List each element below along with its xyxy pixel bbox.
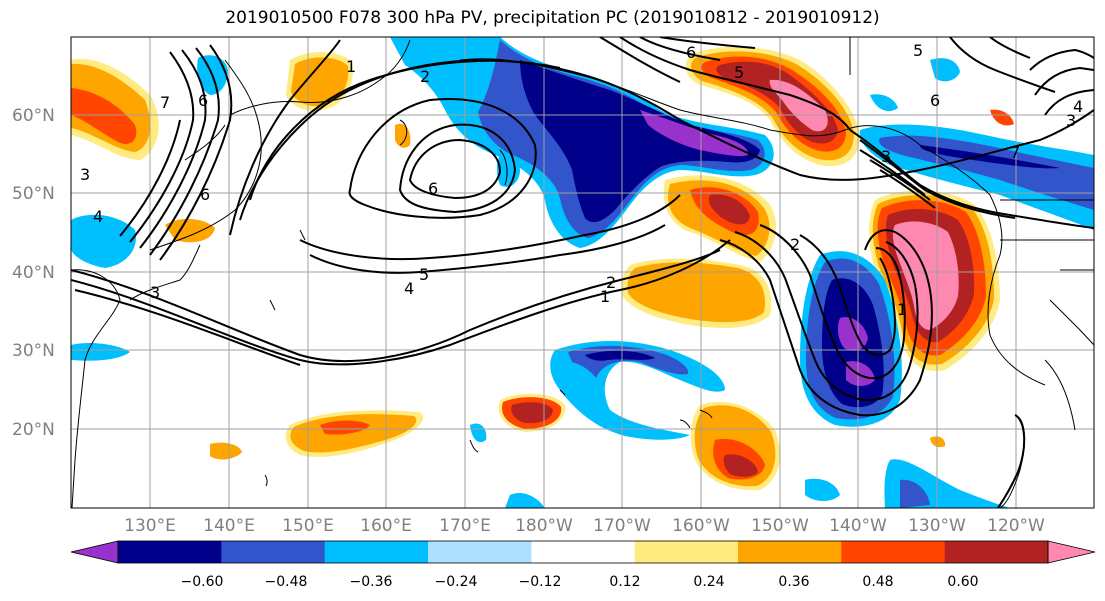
contour-label: 6 xyxy=(686,43,696,62)
colorbar-segment xyxy=(221,541,326,563)
contour-label: 1 xyxy=(346,57,356,76)
colorbar-tick-label: −0.60 xyxy=(181,574,224,590)
lon-label: 130°W xyxy=(908,516,966,536)
colorbar-frame xyxy=(117,540,1049,564)
latitude-labels: 60°N 50°N 40°N 30°N 20°N xyxy=(12,106,55,440)
contour-label: 2 xyxy=(606,273,616,292)
lon-label: 150°W xyxy=(751,516,809,536)
contour-label: 5 xyxy=(734,63,744,82)
lon-label: 140°W xyxy=(829,516,887,536)
contour-label: 6 xyxy=(930,91,940,110)
colorbar-segment xyxy=(531,541,636,563)
contour-label: 4 xyxy=(404,279,414,298)
pv-contours xyxy=(71,37,1094,508)
negative-shading xyxy=(71,37,1094,508)
contour-label: 7 xyxy=(1010,143,1020,162)
contour-label: 6 xyxy=(198,91,208,110)
colorbar-tick-label: 0.48 xyxy=(862,574,893,590)
colorbar-tick-label: 0.60 xyxy=(947,574,978,590)
lat-label: 30°N xyxy=(12,341,55,361)
lon-label: 130°E xyxy=(124,516,176,536)
lon-label: 120°W xyxy=(987,516,1045,536)
contour-label: 3 xyxy=(881,147,891,166)
contour-label: 1 xyxy=(897,300,907,319)
colorbar-tick-label: −0.36 xyxy=(350,574,393,590)
contour-label: 6 xyxy=(200,185,210,204)
contour-label: 5 xyxy=(913,41,923,60)
colorbar-segment xyxy=(428,541,532,563)
contour-label: 3 xyxy=(1066,111,1076,130)
colorbar-arrow-low xyxy=(70,540,119,564)
colorbar-tick-labels: −0.60 −0.48 −0.36 −0.24 −0.12 0.12 0.24 … xyxy=(181,574,979,590)
contour-label: 3 xyxy=(80,165,90,184)
colorbar-tick-label: 0.12 xyxy=(609,574,640,590)
lon-label: 180°W xyxy=(515,516,573,536)
lon-label: 170°E xyxy=(439,516,491,536)
contour-label: 7 xyxy=(160,93,170,112)
contour-label: 2 xyxy=(420,67,430,86)
colorbar-segment xyxy=(944,541,1049,563)
contour-label: 5 xyxy=(419,265,429,284)
contour-label: 6 xyxy=(428,179,438,198)
colorbar-segment xyxy=(841,541,946,563)
colorbar-segment xyxy=(634,541,739,563)
contour-label-group: 1 2 6 7 6 5 4 3 1 2 6 3 5 5 4 3 6 7 4 3 … xyxy=(80,41,1083,319)
contour-label: 3 xyxy=(150,283,160,302)
map-panel: 1 2 6 7 6 5 4 3 1 2 6 3 5 5 4 3 6 7 4 3 … xyxy=(71,37,1094,508)
colorbar xyxy=(70,540,1096,564)
contour-label: 1 xyxy=(600,287,610,306)
colorbar-arrow-high xyxy=(1047,540,1096,564)
contour-label: 4 xyxy=(1073,97,1083,116)
longitude-labels: 130°E 140°E 150°E 160°E 170°E 180°W 170°… xyxy=(124,516,1045,536)
colorbar-tick-label: −0.24 xyxy=(435,574,478,590)
lon-label: 160°E xyxy=(360,516,412,536)
contour-label: 2 xyxy=(790,235,800,254)
lat-label: 60°N xyxy=(12,106,55,126)
lon-label: 150°E xyxy=(282,516,334,536)
colorbar-segment xyxy=(118,541,222,563)
contour-label: 4 xyxy=(93,207,103,226)
positive-shading xyxy=(71,46,1014,491)
colorbar-segment xyxy=(324,541,429,563)
colorbar-tick-label: 0.24 xyxy=(693,574,724,590)
lat-label: 20°N xyxy=(12,420,55,440)
map-title: 2019010500 F078 300 hPa PV, precipitatio… xyxy=(225,8,880,28)
lon-label: 160°W xyxy=(672,516,730,536)
lat-label: 50°N xyxy=(12,184,55,204)
lon-label: 140°E xyxy=(203,516,255,536)
colorbar-tick-label: −0.12 xyxy=(519,574,562,590)
lat-label: 40°N xyxy=(12,263,55,283)
lon-label: 170°W xyxy=(593,516,651,536)
colorbar-segment xyxy=(738,541,842,563)
colorbar-tick-label: −0.48 xyxy=(265,574,308,590)
colorbar-tick-label: 0.36 xyxy=(778,574,809,590)
map-frame xyxy=(70,36,1095,509)
